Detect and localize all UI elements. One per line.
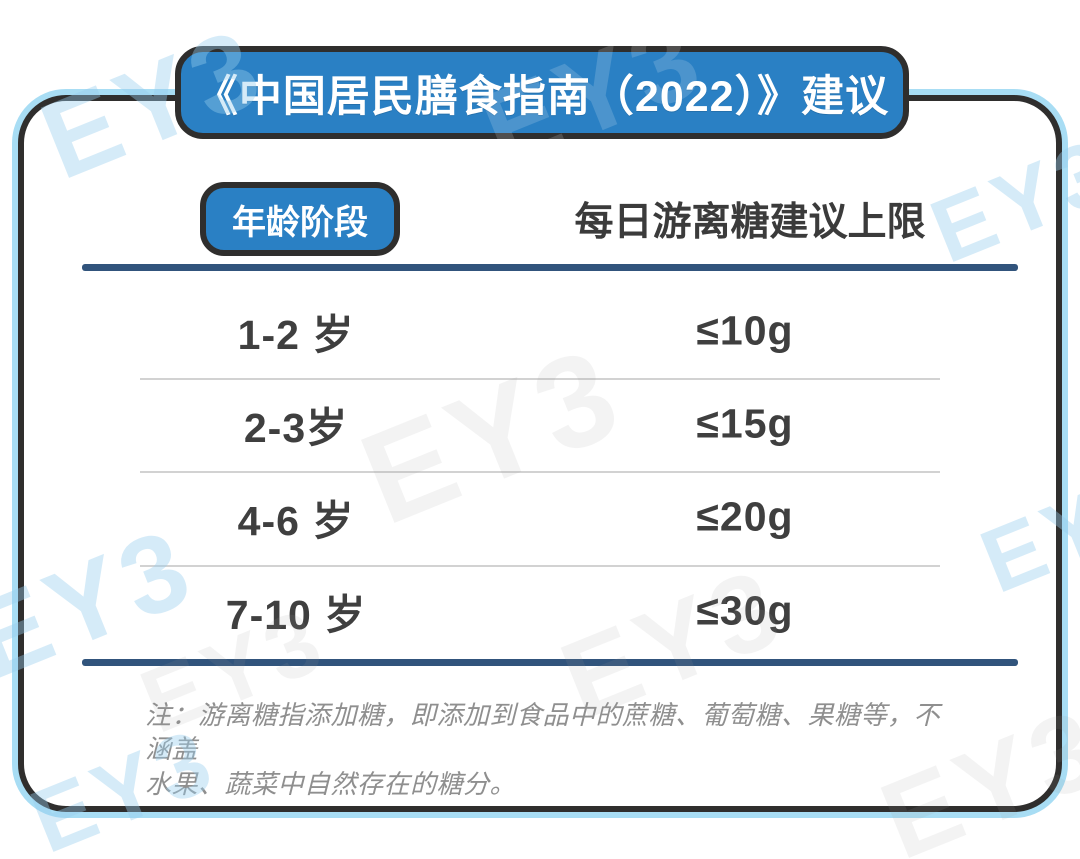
row-divider	[140, 378, 940, 380]
table-row-age: 4-6 岁	[237, 498, 355, 544]
footnote-line: 注：游离糖指添加糖，即添加到食品中的蔗糖、葡萄糖、果糖等，不涵盖	[145, 700, 941, 765]
table-row-age: 1-2 岁	[237, 312, 355, 358]
limit-column-header: 每日游离糖建议上限	[574, 201, 926, 244]
page-title: 《中国居民膳食指南（2022）》建议	[194, 72, 890, 121]
table-row-limit: ≤10g	[696, 307, 794, 354]
table-bottom-rule	[82, 659, 1018, 666]
table-row-limit: ≤15g	[696, 400, 794, 447]
footnote: 注：游离糖指添加糖，即添加到食品中的蔗糖、葡萄糖、果糖等，不涵盖 水果、蔬菜中自…	[145, 698, 965, 801]
footnote-line: 水果、蔬菜中自然存在的糖分。	[145, 768, 517, 799]
table-top-rule	[82, 264, 1018, 271]
table-row-limit: ≤30g	[696, 587, 794, 634]
row-divider	[140, 471, 940, 473]
table-row-age: 7-10 岁	[225, 592, 367, 638]
row-divider	[140, 565, 940, 567]
title-banner: 《中国居民膳食指南（2022）》建议	[175, 46, 909, 139]
age-column-header-pill: 年龄阶段	[200, 182, 400, 256]
table-row-limit: ≤20g	[696, 493, 794, 540]
content-card	[18, 95, 1062, 812]
table-row-age: 2-3岁	[243, 405, 349, 451]
age-column-header: 年龄阶段	[232, 203, 368, 242]
